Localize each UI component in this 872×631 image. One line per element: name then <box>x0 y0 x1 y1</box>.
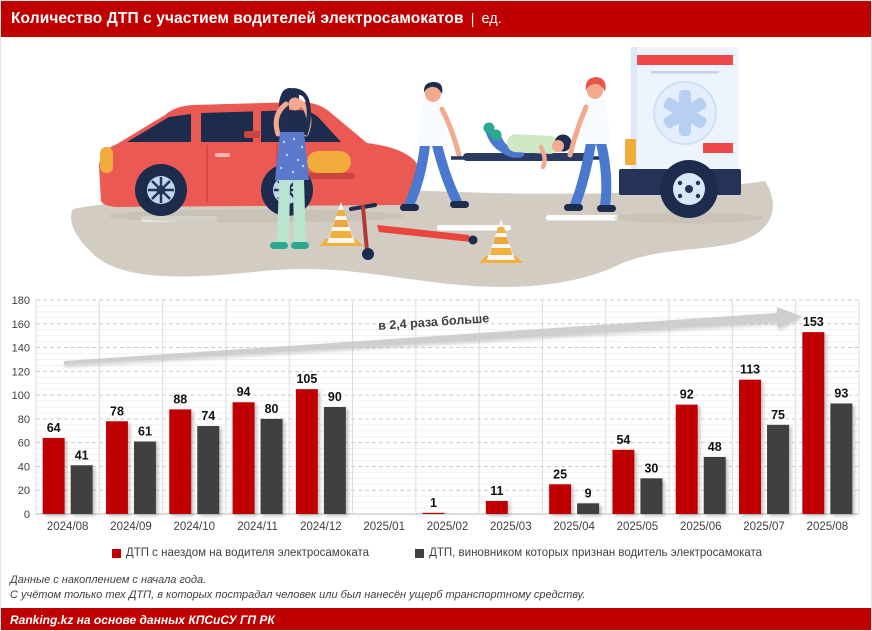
bar <box>675 404 698 514</box>
chart-legend: ДТП с наездом на водителя электросамокат… <box>1 545 871 561</box>
bar <box>802 332 825 514</box>
bar <box>232 402 255 514</box>
source-bar: Ranking.kz на основе данных КПСиСУ ГП РК <box>1 608 871 630</box>
y-tick-label: 80 <box>18 414 30 426</box>
bar <box>295 389 318 514</box>
fallen-scooter <box>349 203 478 260</box>
legend-swatch-gray <box>415 548 425 558</box>
bar <box>612 449 635 514</box>
bar <box>485 500 508 514</box>
ambulance-wheel <box>660 160 718 218</box>
x-tick-label: 2024/09 <box>110 521 152 533</box>
bar-value-label: 88 <box>173 392 187 406</box>
y-tick-label: 140 <box>12 343 30 355</box>
legend-item-red: ДТП с наездом на водителя электросамокат… <box>111 547 370 559</box>
bar-value-label: 25 <box>553 467 567 481</box>
bar <box>70 465 93 514</box>
header-bar: Количество ДТП с участием водителей элек… <box>1 1 871 37</box>
bar <box>260 418 283 514</box>
bar-value-label: 92 <box>680 388 694 402</box>
bar-value-label: 93 <box>834 386 848 400</box>
bar-value-label: 90 <box>328 390 342 404</box>
growth-arrow <box>64 307 802 365</box>
stretcher-group <box>400 77 616 212</box>
bar-value-label: 54 <box>616 433 630 447</box>
y-tick-label: 60 <box>18 438 30 450</box>
bar-value-label: 64 <box>47 421 61 435</box>
bar-value-label: 94 <box>237 385 251 399</box>
bar <box>197 426 220 514</box>
y-tick-label: 0 <box>24 509 30 521</box>
y-tick-label: 180 <box>12 295 30 307</box>
y-tick-label: 40 <box>18 461 30 473</box>
x-tick-label: 2025/08 <box>807 521 849 533</box>
bar <box>323 407 346 514</box>
x-tick-label: 2025/07 <box>743 521 785 533</box>
footnotes: Данные с накоплением с начала года. С уч… <box>10 573 870 603</box>
paramedic-back <box>564 77 616 212</box>
bar-value-label: 78 <box>110 404 124 418</box>
bar-value-label: 61 <box>138 424 152 438</box>
bar <box>739 379 762 514</box>
x-tick-label: 2024/12 <box>300 521 342 533</box>
bar-value-label: 1 <box>430 496 437 510</box>
bar-value-label: 74 <box>201 409 215 423</box>
bar <box>169 409 192 514</box>
footnote-line-1: Данные с накоплением с начала года. <box>10 574 207 586</box>
accident-illustration <box>71 47 773 287</box>
bar <box>703 456 726 514</box>
source-text: Ranking.kz на основе данных КПСиСУ ГП РК <box>10 613 275 627</box>
footnote-line-2: С учётом только тех ДТП, в которых постр… <box>10 589 586 601</box>
bar <box>422 512 445 514</box>
x-tick-label: 2025/04 <box>553 521 595 533</box>
bar-value-label: 75 <box>771 408 785 422</box>
bar <box>133 441 156 514</box>
y-tick-label: 120 <box>12 366 30 378</box>
y-tick-label: 20 <box>18 485 30 497</box>
bar-value-label: 41 <box>75 448 89 462</box>
bar <box>549 484 572 514</box>
legend-swatch-red <box>111 548 121 558</box>
legend-label-gray: ДТП, виновником которых признан водитель… <box>429 547 763 559</box>
x-tick-label: 2024/08 <box>47 521 89 533</box>
bar-value-label: 9 <box>585 486 592 500</box>
x-tick-label: 2025/05 <box>617 521 659 533</box>
bar-value-label: 113 <box>740 363 760 377</box>
ambulance <box>614 47 764 224</box>
x-tick-label: 2025/03 <box>490 521 532 533</box>
car-wheel-rear <box>135 164 187 216</box>
pedestrian-woman <box>270 88 312 249</box>
bar <box>640 478 663 514</box>
y-tick-label: 160 <box>12 319 30 331</box>
y-tick-label: 100 <box>12 390 30 402</box>
star-of-life-icon <box>663 90 707 136</box>
bar <box>767 424 790 514</box>
traffic-cone <box>319 202 363 246</box>
injured-person <box>483 122 572 170</box>
x-tick-label: 2024/10 <box>173 521 215 533</box>
bar-value-label: 48 <box>708 440 722 454</box>
bar <box>830 403 853 514</box>
legend-item-gray: ДТП, виновником которых признан водитель… <box>415 547 762 559</box>
title-unit: ед. <box>481 11 502 27</box>
bar <box>42 437 65 514</box>
page-title: Количество ДТП с участием водителей элек… <box>11 10 464 27</box>
x-tick-label: 2024/11 <box>237 521 278 533</box>
legend-label-red: ДТП с наездом на водителя электросамокат… <box>125 547 370 559</box>
bar-value-label: 80 <box>265 402 279 416</box>
x-tick-label: 2025/01 <box>363 521 405 533</box>
x-tick-label: 2025/06 <box>680 521 722 533</box>
bar-value-label: 11 <box>490 484 503 498</box>
paramedic-front <box>400 82 469 211</box>
bar-value-label: 30 <box>644 461 658 475</box>
bar-value-label: 153 <box>803 315 824 329</box>
title-separator: | <box>470 10 475 28</box>
bar-value-label: 105 <box>296 372 317 386</box>
bar <box>105 421 128 514</box>
bar <box>577 503 600 514</box>
x-tick-label: 2025/02 <box>427 521 469 533</box>
